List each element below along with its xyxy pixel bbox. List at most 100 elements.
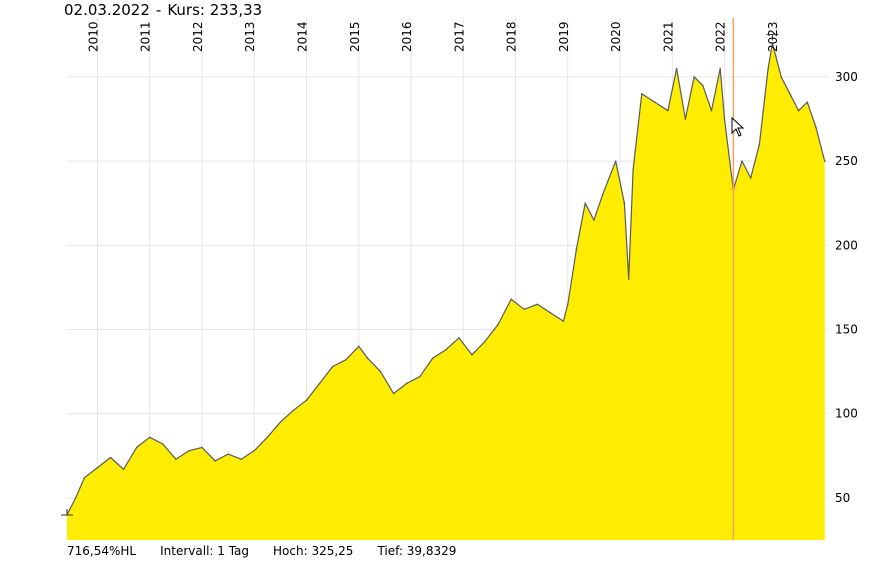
data-point bbox=[227, 453, 229, 455]
data-point bbox=[96, 466, 99, 469]
y-tick-label: 50 bbox=[835, 491, 850, 505]
x-tick-label: 2011 bbox=[139, 21, 153, 52]
data-point bbox=[162, 443, 164, 445]
footer-interval: Intervall: 1 Tag bbox=[160, 544, 250, 558]
footer-performance: 716,54%HL bbox=[67, 544, 137, 558]
data-point bbox=[135, 446, 138, 449]
data-point bbox=[627, 278, 630, 280]
x-tick-label: 2013 bbox=[243, 21, 257, 52]
data-point bbox=[767, 67, 769, 70]
x-tick-label: 2019 bbox=[557, 21, 571, 52]
data-point bbox=[741, 160, 743, 162]
header-separator: - bbox=[155, 1, 162, 19]
chart-area bbox=[66, 42, 826, 541]
data-point bbox=[614, 160, 617, 162]
data-point bbox=[667, 109, 669, 112]
data-point bbox=[279, 421, 282, 423]
data-point bbox=[723, 118, 726, 120]
x-tick-label: 2014 bbox=[296, 21, 310, 52]
data-point bbox=[566, 303, 569, 306]
x-tick-label: 2020 bbox=[609, 21, 623, 52]
data-point bbox=[815, 126, 817, 129]
data-point bbox=[331, 365, 334, 368]
data-point bbox=[823, 160, 826, 162]
data-point bbox=[418, 375, 421, 378]
data-point bbox=[510, 298, 512, 301]
data-point bbox=[497, 323, 499, 326]
data-point bbox=[593, 219, 595, 221]
data-point bbox=[305, 399, 308, 402]
data-point bbox=[366, 357, 369, 359]
data-point bbox=[122, 468, 125, 471]
header-date: 02.03.2022 bbox=[64, 1, 150, 19]
data-point bbox=[83, 476, 86, 479]
header-price: Kurs: 233,33 bbox=[167, 1, 263, 19]
data-point bbox=[584, 202, 587, 205]
data-point bbox=[445, 348, 447, 351]
data-point bbox=[175, 458, 177, 460]
chart-markers bbox=[61, 18, 779, 540]
data-point bbox=[523, 308, 526, 311]
data-point bbox=[654, 101, 656, 103]
data-point bbox=[405, 382, 408, 385]
data-point bbox=[357, 345, 360, 348]
mouse-pointer-icon bbox=[731, 117, 745, 137]
data-point bbox=[379, 370, 382, 373]
x-axis-ticks: 2010 2011 2012 2013 2014 2015 2016 2017 2018 2019… bbox=[86, 21, 779, 52]
data-point bbox=[240, 458, 242, 460]
data-point bbox=[201, 446, 203, 449]
x-tick-label: 2016 bbox=[400, 21, 414, 52]
data-point bbox=[575, 247, 578, 250]
data-point bbox=[148, 436, 151, 439]
data-point bbox=[623, 202, 626, 205]
data-point bbox=[780, 76, 782, 78]
y-axis-ticks: 50 100 150 200 250 300 bbox=[835, 70, 858, 505]
data-point bbox=[684, 118, 687, 120]
data-point bbox=[471, 353, 473, 356]
chart-footer: 716,54%HL Intervall: 1 Tag Hoch: 325,25 Tie… bbox=[67, 544, 480, 558]
data-point bbox=[188, 449, 190, 452]
data-point bbox=[318, 382, 321, 385]
x-tick-label: 2010 bbox=[86, 21, 100, 52]
data-point bbox=[710, 109, 713, 112]
data-point bbox=[806, 101, 809, 103]
data-point bbox=[292, 409, 295, 412]
x-tick-label: 2018 bbox=[505, 21, 519, 52]
x-tick-label: 2012 bbox=[191, 21, 205, 52]
data-point bbox=[693, 76, 695, 78]
x-tick-label: 2017 bbox=[452, 21, 466, 52]
data-point bbox=[719, 67, 721, 70]
data-point bbox=[758, 143, 761, 146]
data-point bbox=[675, 67, 678, 70]
data-point bbox=[601, 194, 604, 196]
y-tick-label: 150 bbox=[835, 323, 858, 337]
data-point bbox=[641, 92, 643, 95]
data-point bbox=[536, 303, 539, 306]
data-point bbox=[344, 359, 347, 361]
y-tick-label: 300 bbox=[835, 70, 858, 84]
data-point bbox=[632, 168, 634, 171]
y-tick-label: 200 bbox=[835, 238, 858, 252]
data-point bbox=[771, 42, 774, 45]
data-point bbox=[109, 456, 112, 459]
price-area-fill bbox=[67, 43, 825, 541]
data-point bbox=[431, 357, 434, 359]
x-tick-label: 2015 bbox=[348, 21, 362, 52]
x-tick-label: 2021 bbox=[661, 21, 675, 52]
data-point bbox=[484, 340, 486, 343]
data-point bbox=[789, 92, 791, 95]
data-point bbox=[266, 436, 269, 439]
footer-high: Hoch: 325,25 bbox=[273, 544, 354, 558]
y-tick-label: 250 bbox=[835, 154, 858, 168]
y-tick-label: 100 bbox=[835, 407, 858, 421]
data-point bbox=[797, 109, 800, 112]
data-point bbox=[701, 84, 704, 87]
data-point bbox=[253, 449, 256, 452]
footer-low: Tief: 39,8329 bbox=[377, 544, 457, 558]
data-point bbox=[458, 337, 460, 339]
x-tick-label: 2022 bbox=[714, 21, 728, 52]
data-point bbox=[214, 460, 216, 462]
chart-header: 02.03.2022- Kurs: 233,33 bbox=[64, 1, 262, 19]
data-point bbox=[74, 497, 77, 499]
